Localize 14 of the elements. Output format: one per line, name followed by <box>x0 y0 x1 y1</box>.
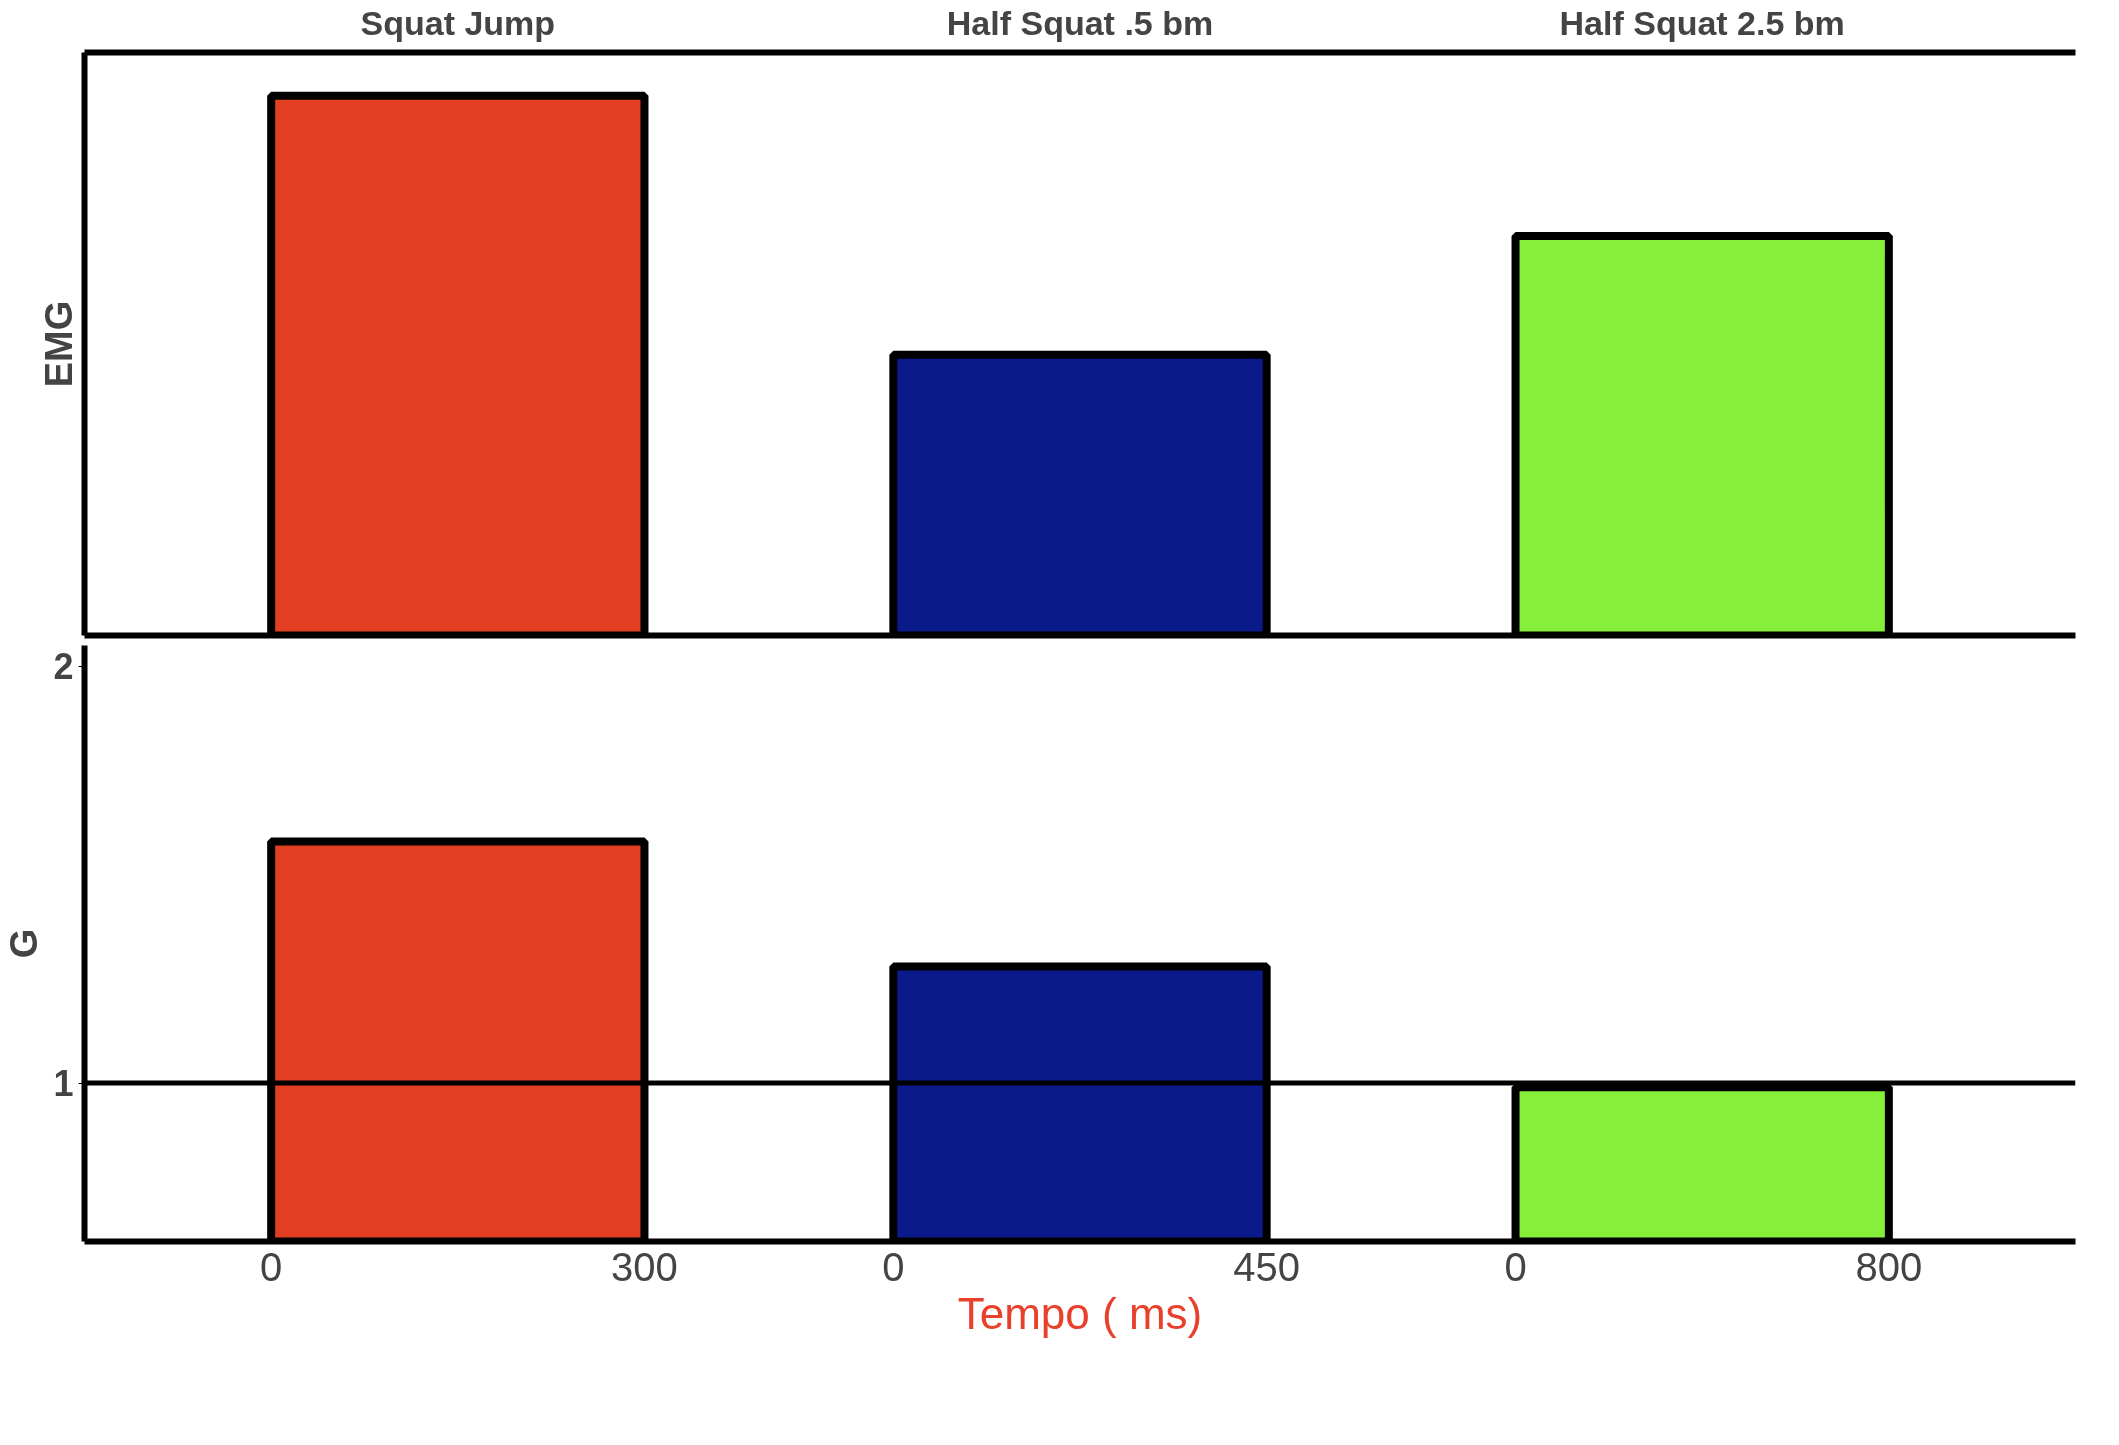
y-tick-label: 2 <box>53 646 74 688</box>
x-axis-title: Tempo ( ms) <box>957 1288 1203 1338</box>
text: 450 <box>1233 1244 1301 1289</box>
text: 0 <box>260 1244 283 1289</box>
y-tick-label: 1 <box>53 1063 74 1105</box>
x-tick-label: Half Squat .5 bm <box>946 3 1214 42</box>
x-tick-label: Half Squat 2.5 bm <box>1559 3 1845 42</box>
text: 300 <box>611 1244 678 1289</box>
x-tick-label: Squat Jump <box>360 3 556 42</box>
text: 0 <box>882 1244 905 1289</box>
text: 800 <box>1855 1244 1923 1289</box>
text: 0 <box>1504 1244 1527 1289</box>
y-axis-title: EMG <box>37 300 80 388</box>
y-axis-title: G <box>3 928 46 959</box>
